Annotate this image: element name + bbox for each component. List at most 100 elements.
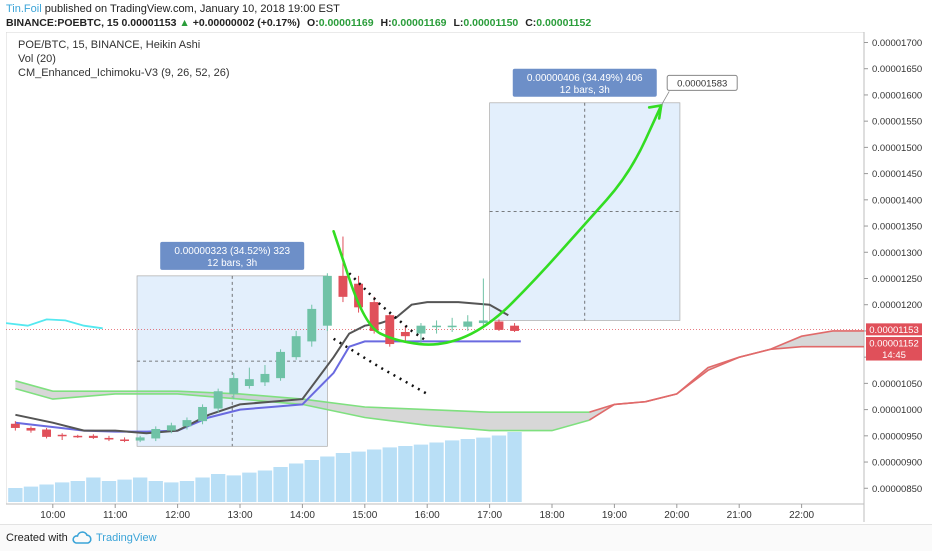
volume-bar <box>101 481 117 502</box>
volume-bar <box>242 472 257 502</box>
time-tick-label: 19:00 <box>602 510 627 521</box>
chart-area[interactable]: 0.00000850 0.00000900 0.00000950 0.00001000… <box>5 31 926 522</box>
last-price: 0.00001153 <box>121 17 177 29</box>
price-tag-label: 14:45 <box>882 350 906 361</box>
open-label: O: <box>307 17 319 29</box>
price-chart[interactable]: 0.00000850 0.00000900 0.00000950 0.00001000… <box>5 31 926 522</box>
candle-body <box>88 435 98 438</box>
time-tick-label: 22:00 <box>789 510 814 521</box>
time-tick-label: 15:00 <box>352 510 377 521</box>
tradingview-link[interactable]: TradingView <box>96 532 157 544</box>
symbol: BINANCE:POEBTC, 15 <box>6 17 119 29</box>
price-tick-label: 0.00001600 <box>872 90 922 101</box>
price-tick-label: 0.00001350 <box>872 222 922 233</box>
candle-body <box>229 378 239 394</box>
volume-bar <box>320 456 335 502</box>
time-tick-label: 11:00 <box>103 510 128 521</box>
footer-bar: Created with TradingView <box>0 524 932 551</box>
target-callout-label: 0.00001583 <box>677 78 727 89</box>
measure-label-bars: 12 bars, 3h <box>560 85 610 96</box>
candle-body <box>120 439 130 441</box>
volume-bar <box>23 486 39 502</box>
price-tag <box>866 336 922 349</box>
projection-arrow <box>332 104 663 346</box>
candle-body <box>73 435 83 438</box>
price-tag-label: 0.00001153 <box>869 325 919 336</box>
candle-body <box>478 320 488 324</box>
price-tick-label: 0.00001450 <box>872 169 922 180</box>
volume-bar <box>382 447 397 502</box>
close-value: 0.00001152 <box>536 17 592 29</box>
candle-body <box>104 437 114 440</box>
volume-bar <box>351 451 366 502</box>
measure-label-value: 0.00000323 (34.52%) 323 <box>174 246 290 257</box>
price-tag-label: 0.00001152 <box>869 338 919 349</box>
candle-body <box>198 406 208 422</box>
price-tick-label: 0.00001500 <box>872 143 922 154</box>
candle-body <box>322 275 332 326</box>
price-tick-label: 0.00000900 <box>872 458 922 469</box>
price-tick-label: 0.00001300 <box>872 248 922 259</box>
price-tick-label: 0.00001250 <box>872 274 922 285</box>
candle-body <box>385 315 395 345</box>
volume-bar <box>70 481 85 502</box>
target-callout-pointer <box>660 91 670 106</box>
candle-body <box>276 351 286 379</box>
candle-body <box>338 275 348 297</box>
legend-ichimoku[interactable]: CM_Enhanced_Ichimoku-V3 (9, 26, 52, 26) <box>18 67 230 79</box>
candle-body <box>244 379 254 386</box>
volume-bar <box>335 453 351 502</box>
price-tick-label: 0.00000950 <box>872 431 922 442</box>
price-tick-label: 0.00001200 <box>872 300 922 311</box>
candle-body <box>166 425 176 431</box>
publish-line: Tin.Foil published on TradingView.com, J… <box>6 3 340 15</box>
lagging-span <box>5 318 103 330</box>
volume-bar <box>429 442 444 502</box>
up-arrow-icon: ▲ <box>179 17 190 29</box>
price-tag <box>866 348 922 361</box>
price-tick-label: 0.00001050 <box>872 379 922 390</box>
volume-bar <box>164 482 179 502</box>
legend-main-series[interactable]: POE/BTC, 15, BINANCE, Heikin Ashi <box>18 39 201 51</box>
candle-body <box>447 325 457 328</box>
candle-body <box>510 325 520 331</box>
candle-body <box>57 434 67 437</box>
high-value: 0.00001169 <box>391 17 447 29</box>
conversion-line <box>15 301 509 435</box>
volume-bar <box>273 467 288 502</box>
candle-body <box>400 331 410 337</box>
volume-bar <box>304 460 319 502</box>
volume-bar <box>257 470 273 502</box>
volume-bar <box>179 481 195 502</box>
tradingview-cloud-icon[interactable] <box>72 531 92 545</box>
measure-label-bars: 12 bars, 3h <box>207 258 257 269</box>
downtrend-line-upper <box>348 272 428 343</box>
price-tick-label: 0.00000850 <box>872 484 922 495</box>
candle-body <box>432 325 442 328</box>
measure-label-value: 0.00000406 (34.49%) 406 <box>527 73 643 84</box>
price-tick-label: 0.00001400 <box>872 195 922 206</box>
candle-body <box>354 283 364 308</box>
created-with-label: Created with <box>6 532 68 544</box>
volume-bar <box>8 488 23 502</box>
candle-body <box>151 429 161 439</box>
time-tick-label: 10:00 <box>40 510 65 521</box>
candle-body <box>463 321 473 327</box>
low-value: 0.00001150 <box>463 17 519 29</box>
publish-info: published on TradingView.com, January 10… <box>44 3 340 15</box>
candle-body <box>291 336 301 358</box>
price-tag <box>866 323 922 336</box>
time-tick-label: 18:00 <box>539 510 564 521</box>
volume-bar <box>398 446 413 502</box>
legend-volume[interactable]: Vol (20) <box>18 53 56 65</box>
volume-bar <box>460 439 475 502</box>
candle-body <box>307 308 317 342</box>
time-tick-label: 14:00 <box>290 510 315 521</box>
low-label: L: <box>453 17 464 29</box>
author-link[interactable]: Tin.Foil <box>6 3 42 15</box>
candle-body <box>42 429 52 437</box>
volume-bar <box>444 440 460 502</box>
open-value: 0.00001169 <box>318 17 374 29</box>
volume-bar <box>491 435 507 502</box>
candle-body <box>260 373 270 383</box>
